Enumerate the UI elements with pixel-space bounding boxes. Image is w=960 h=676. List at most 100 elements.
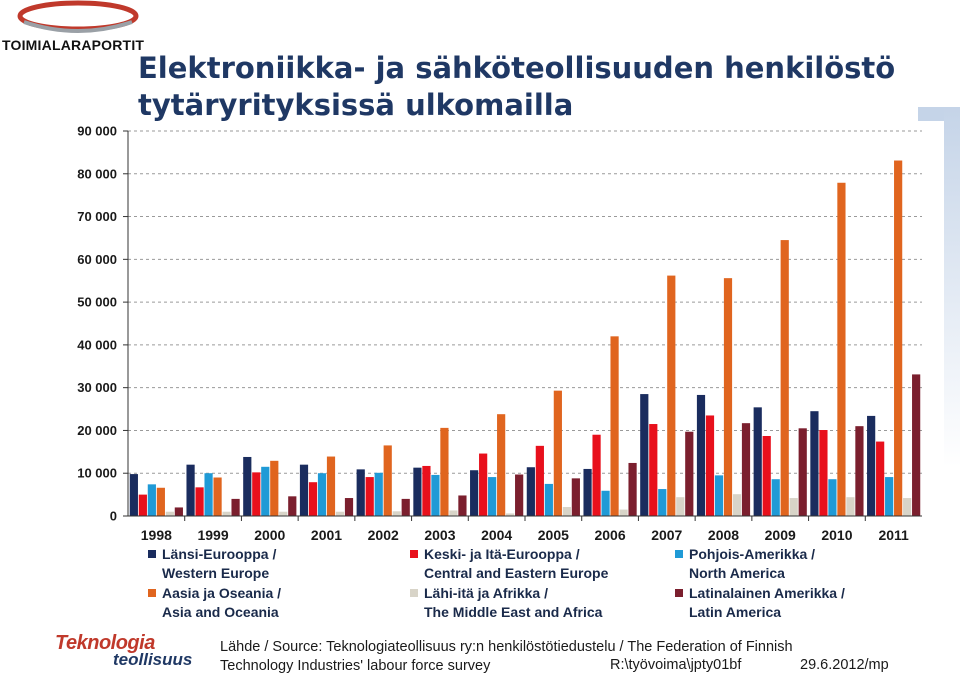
x-tick-label: 1998 [141,527,172,543]
source-line-2: Technology Industries' labour force surv… [220,658,491,674]
bar [186,464,195,516]
bar [440,427,449,516]
bar [571,478,580,516]
page-title: Elektroniikka- ja sähköteollisuuden henk… [138,50,918,124]
legend-swatch [148,589,156,597]
legend-label-fi: Länsi-Eurooppa / [162,546,277,562]
bar [828,479,837,516]
bar [413,467,422,516]
bar [912,374,921,516]
bar [771,479,780,516]
legend-swatch [410,550,418,558]
bar [867,415,876,516]
toimialaraportit-logo [17,0,139,33]
bar [129,474,138,516]
bar [741,423,751,516]
bar [583,468,592,516]
report-date: 29.6.2012/mp [800,657,889,673]
bar [156,487,165,516]
bar [903,498,912,516]
bar [252,472,261,516]
legend-swatch [410,589,418,597]
bar [317,473,327,516]
y-tick-label: 80 000 [77,166,117,181]
y-tick-label: 50 000 [77,295,117,310]
legend-swatch [675,589,683,597]
bar [544,483,553,516]
bar [732,494,742,516]
bar [383,445,392,516]
legend-label: Aasia ja Oseania / Asia and Oceania [162,584,281,622]
bar [592,434,601,516]
logo-swoosh-grey [23,20,133,33]
legend-swatch [148,550,156,558]
bar [174,507,183,516]
bar [270,460,279,516]
y-tick-label: 10 000 [77,466,117,481]
bar [213,477,222,516]
title-line-2: tytäryrityksissä ulkomailla [138,88,574,122]
y-tick-label: 90 000 [77,124,117,139]
bar [789,498,798,516]
x-tick-label: 2009 [765,527,796,543]
legend-label: Länsi-Eurooppa / Western Europe [162,545,276,583]
bar [819,430,828,516]
bar [308,482,318,516]
bar [335,511,345,516]
legend-label: Keski- ja Itä-Eurooppa / Central and East… [424,545,608,583]
legend-label-fi: Aasia ja Oseania / [162,585,282,601]
x-tick-label: 2004 [481,527,512,543]
brand-name: TOIMIALARAPORTIT [2,37,145,53]
bar [204,473,213,516]
bar [610,336,619,516]
legend-label-en: Western Europe [162,565,270,581]
legend-label: Lähi-itä ja Afrikka / The Middle East and… [424,584,602,622]
bar [195,487,204,516]
x-tick-label: 2011 [878,527,909,543]
legend-label-en: Central and Eastern Europe [424,565,609,581]
bar [261,466,270,516]
legend-label-fi: Keski- ja Itä-Eurooppa / [424,546,580,562]
bar [231,498,240,516]
bar [628,462,637,516]
bar [470,470,479,516]
source-line-1: Lähde / Source: Teknologiateollisuus ry:… [220,639,793,655]
bar [855,426,864,516]
bar [526,467,535,516]
legend-label-en: North America [689,565,785,581]
bar [696,394,706,516]
bar [753,407,762,516]
x-tick-label: 2007 [651,527,682,543]
bar [553,390,562,516]
legend-swatch [675,550,683,558]
bar [714,475,724,516]
bar [356,469,365,516]
y-tick-label: 40 000 [77,337,117,352]
bar [676,497,685,516]
bar [488,477,497,516]
chart-grid [128,130,922,474]
x-tick-label: 2003 [424,527,455,543]
x-tick-label: 2002 [368,527,399,543]
bar [458,495,467,516]
legend-label: Pohjois-Amerikka / North America [689,545,815,583]
bar [535,445,544,516]
bar [243,456,252,516]
bar [299,464,309,516]
footer-logo-line-1: Teknologia [55,632,155,654]
bar [449,510,458,516]
bar [506,513,515,516]
bar [885,477,894,516]
bar [138,494,147,516]
bar [479,453,488,516]
file-reference: R:\työvoima\jpty01bf [610,657,742,673]
bar [658,489,667,516]
x-tick-label: 2000 [254,527,285,543]
bar [601,490,610,516]
bar [401,498,410,516]
bar [422,465,431,516]
source-note: Lähde / Source: Teknologiateollisuus ry:… [220,638,793,676]
y-tick-label: 60 000 [77,252,117,267]
legend-label-fi: Latinalainen Amerikka / [689,585,845,601]
